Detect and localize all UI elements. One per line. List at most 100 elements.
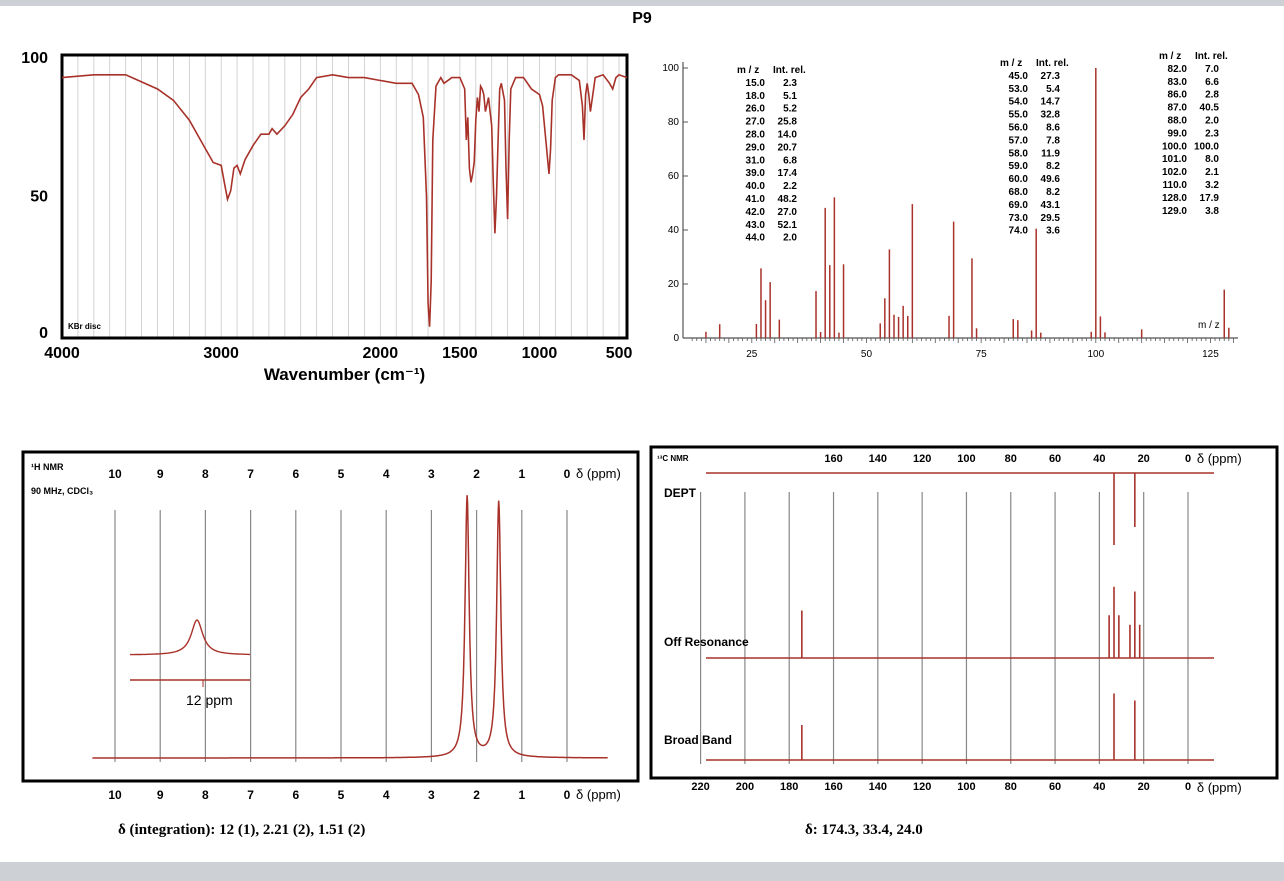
ms-table-int: 17.4: [778, 168, 798, 179]
hnmr-bottom-tick-label: 9: [157, 788, 164, 802]
ms-table-int: 27.3: [1041, 71, 1061, 82]
ms-table-mz: 41.0: [746, 194, 766, 205]
ir-x-tick-label: 2000: [363, 345, 399, 362]
ms-table-int: 100.0: [1194, 141, 1219, 152]
hnmr-title: ¹H NMR: [31, 462, 64, 472]
ms-table-int: 25.8: [778, 117, 798, 128]
ms-table-mz: 88.0: [1168, 116, 1188, 127]
ms-x-axis-label: m / z: [1198, 320, 1220, 331]
ms-table-mz: 82.0: [1168, 64, 1188, 75]
ir-y-tick-label: 100: [21, 50, 48, 67]
ms-table-mz: 39.0: [746, 168, 766, 179]
ms-table-int: 43.1: [1041, 200, 1061, 211]
ms-table-int: 14.7: [1041, 97, 1061, 108]
cnmr-bottom-tick-label: 0: [1185, 781, 1191, 793]
hnmr-inset-peak: [130, 619, 250, 656]
hnmr-top-axis-label: δ (ppm): [576, 466, 621, 481]
ms-table-int: 5.2: [783, 104, 797, 115]
hnmr-caption: δ (integration): 12 (1), 2.21 (2), 1.51 …: [118, 822, 366, 838]
ms-table-int: 3.6: [1046, 226, 1060, 237]
ms-table-mz: 58.0: [1009, 148, 1029, 159]
ir-frame: [60, 53, 629, 340]
ms-table-mz: 73.0: [1009, 213, 1029, 224]
cnmr-bottom-tick-label: 220: [691, 781, 709, 793]
hnmr-top-tick-label: 6: [292, 467, 299, 481]
ms-table-mz: 27.0: [746, 117, 766, 128]
ms-table-mz: 128.0: [1162, 193, 1187, 204]
ir-spectrum-line: [61, 73, 628, 327]
hnmr-frame: [21, 450, 640, 783]
cnmr-caption: δ: 174.3, 33.4, 24.0: [805, 822, 923, 838]
ms-table-mz: 100.0: [1162, 141, 1187, 152]
hnmr-subtitle: 90 MHz, CDCl₃: [31, 486, 93, 496]
ms-table-int: 40.5: [1200, 103, 1220, 114]
ms-table-int: 7.8: [1046, 135, 1060, 146]
cnmr-bottom-tick-label: 20: [1138, 781, 1150, 793]
hnmr-bottom-tick-label: 5: [338, 788, 345, 802]
ms-table-int: 6.6: [1205, 77, 1219, 88]
ms-table-header-mz: m / z: [1159, 51, 1181, 62]
cnmr-top-tick-label: 120: [913, 453, 931, 465]
bottom-band: [0, 862, 1284, 881]
ms-table-int: 2.0: [1205, 116, 1219, 127]
cnmr-bottom-tick-label: 160: [824, 781, 842, 793]
ir-chart: 0 50 100 4000 3000 2000 1500 1000 500 Wavenumber …: [21, 50, 632, 384]
ms-table-int: 2.1: [1205, 167, 1219, 178]
ms-table-header-int: Int. rel.: [773, 65, 806, 76]
hnmr-top-tick-label: 5: [338, 467, 345, 481]
ms-table-mz: 29.0: [746, 142, 766, 153]
ms-table-mz: 69.0: [1009, 200, 1029, 211]
hnmr-bottom-tick-label: 4: [383, 788, 390, 802]
ms-table-mz: 31.0: [746, 155, 766, 166]
hnmr-top-tick-label: 0: [564, 467, 571, 481]
ms-table-mz: 53.0: [1009, 84, 1029, 95]
ms-table-mz: 68.0: [1009, 187, 1029, 198]
hnmr-top-tick-label: 4: [383, 467, 390, 481]
ms-table-mz: 43.0: [746, 220, 766, 231]
ir-x-tick-label: 1000: [522, 345, 558, 362]
cnmr-chart: ¹³C NMR 160 140 120 100 80 60 40 20 0 δ (ppm)DEPTO…: [649, 445, 1279, 795]
ms-table-mz: 59.0: [1009, 161, 1029, 172]
cnmr-top-tick-label: 60: [1049, 453, 1061, 465]
ms-table-int: 3.2: [1205, 180, 1219, 191]
hnmr-spectrum-line: [92, 495, 608, 759]
cnmr-bottom-tick-label: 120: [913, 781, 931, 793]
ir-annotation: KBr disc: [68, 322, 101, 331]
hnmr-bottom-axis-label: δ (ppm): [576, 787, 621, 802]
ms-table-header-int: Int. rel.: [1195, 51, 1228, 62]
ms-table-int: 8.6: [1046, 123, 1060, 134]
cnmr-title: ¹³C NMR: [657, 454, 689, 463]
ms-table-mz: 28.0: [746, 130, 766, 141]
cnmr-trace-label: Broad Band: [664, 733, 732, 747]
ms-y-tick-label: 100: [662, 63, 679, 74]
cnmr-top-tick-label: 140: [869, 453, 887, 465]
ms-x-tick-label: 125: [1202, 349, 1219, 360]
cnmr-top-tick-label: 0: [1185, 453, 1191, 465]
hnmr-bottom-tick-label: 3: [428, 788, 435, 802]
ms-table-int: 3.8: [1205, 206, 1219, 217]
ms-table-mz: 57.0: [1009, 135, 1029, 146]
ms-table-header-int: Int. rel.: [1036, 58, 1069, 69]
hnmr-bottom-tick-label: 6: [292, 788, 299, 802]
ms-table-header-mz: m / z: [737, 65, 759, 76]
ms-table-int: 7.0: [1205, 64, 1219, 75]
hnmr-top-tick-label: 10: [108, 467, 122, 481]
ms-table-int: 52.1: [778, 220, 798, 231]
hnmr-top-tick-label: 8: [202, 467, 209, 481]
ms-x-tick-label: 50: [861, 349, 873, 360]
ms-table-int: 2.8: [1205, 90, 1219, 101]
cnmr-top-tick-label: 100: [957, 453, 975, 465]
hnmr-top-tick-label: 7: [247, 467, 254, 481]
hnmr-bottom-tick-label: 2: [473, 788, 480, 802]
cnmr-bottom-tick-label: 100: [957, 781, 975, 793]
page-title: P9: [632, 10, 652, 27]
ms-table-mz: 40.0: [746, 181, 766, 192]
cnmr-top-tick-label: 80: [1005, 453, 1017, 465]
ms-table-int: 27.0: [778, 207, 798, 218]
ms-table-int: 20.7: [778, 142, 798, 153]
ir-x-tick-label: 1500: [442, 345, 478, 362]
ms-table-int: 5.1: [783, 91, 797, 102]
cnmr-bottom-tick-label: 180: [780, 781, 798, 793]
ms-table-mz: 15.0: [746, 78, 766, 89]
